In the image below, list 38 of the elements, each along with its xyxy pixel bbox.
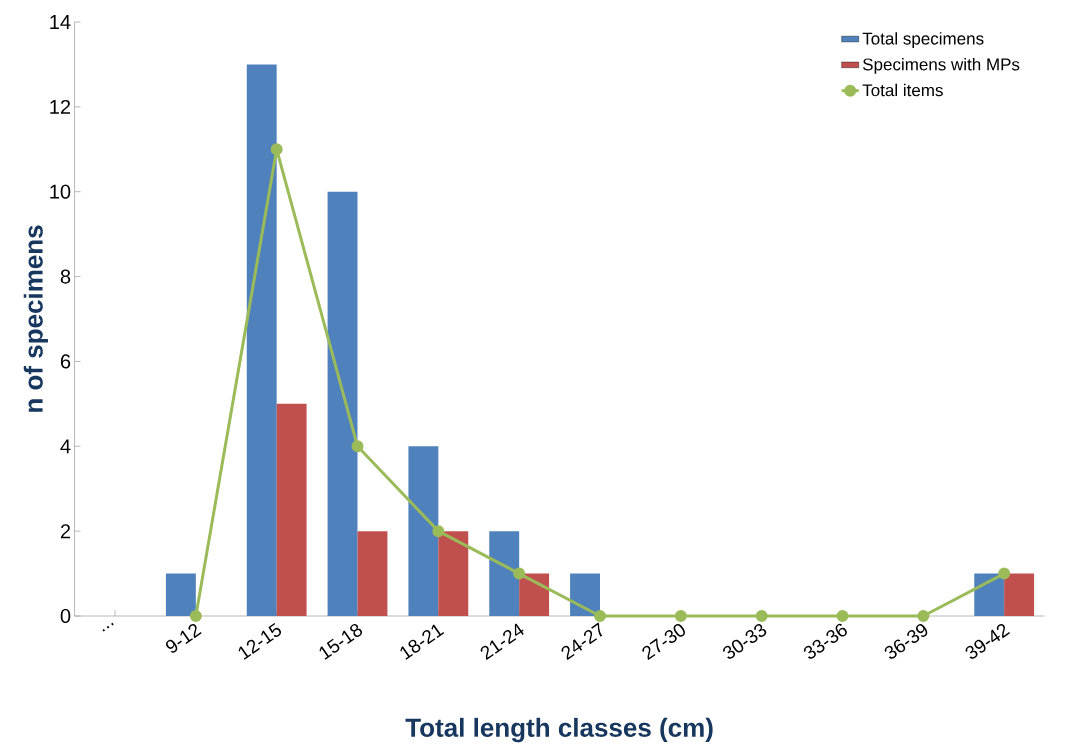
bar: [570, 573, 601, 616]
legend-label: Total items: [862, 83, 943, 97]
point: [351, 440, 364, 453]
point: [998, 567, 1011, 580]
bar: [357, 531, 388, 616]
bar: [408, 446, 439, 616]
x-axis-title: Total length classes (cm): [405, 717, 713, 743]
bar: [327, 191, 358, 616]
legend-label: Total specimens: [862, 32, 984, 48]
point: [755, 610, 768, 622]
point: [836, 610, 849, 622]
bar: [246, 64, 277, 616]
bar: [276, 403, 307, 616]
bar: [1004, 573, 1035, 616]
bar: [974, 573, 1005, 616]
y-tick-label: 10: [50, 184, 71, 199]
point: [674, 610, 687, 622]
point: [189, 610, 202, 622]
x-tick-label: ...: [102, 622, 114, 632]
y-tick-label: 14: [50, 15, 71, 29]
point: [917, 610, 930, 622]
y-tick-label: 6: [60, 354, 71, 369]
bar: [165, 573, 196, 616]
bar: [438, 531, 469, 616]
y-tick-label: 8: [60, 269, 71, 284]
bar: [489, 531, 520, 616]
y-tick-label: 0: [60, 608, 71, 624]
y-tick-label: 2: [60, 524, 71, 539]
x-tick-label: 9-12: [165, 623, 202, 653]
y-tick-label: 4: [60, 439, 71, 454]
y-tick-label: 12: [50, 99, 71, 114]
point: [270, 143, 283, 156]
legend-label: Specimens with MPs: [862, 57, 1020, 74]
bar: [519, 573, 550, 616]
point: [594, 610, 607, 622]
point: [432, 525, 445, 538]
y-axis-title: n of specimens: [23, 225, 48, 412]
point: [513, 567, 526, 580]
